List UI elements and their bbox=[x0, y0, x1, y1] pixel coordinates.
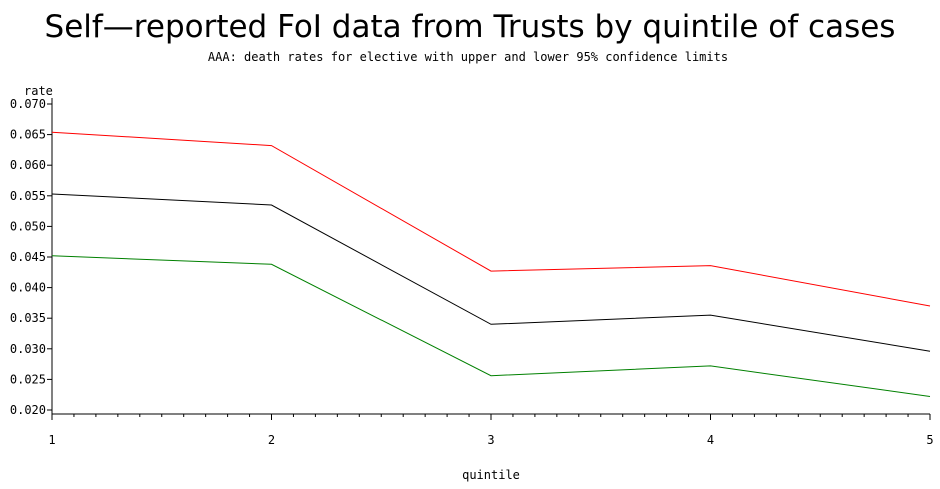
x-axis-label: quintile bbox=[462, 468, 520, 482]
y-tick-label: 0.070 bbox=[10, 97, 46, 111]
series-line bbox=[51, 131, 931, 307]
y-tick-label: 0.050 bbox=[10, 219, 46, 233]
x-tick-label: 1 bbox=[48, 433, 55, 447]
y-tick-label: 0.025 bbox=[10, 372, 46, 386]
x-tick-label: 4 bbox=[707, 433, 714, 447]
series-line bbox=[51, 193, 931, 352]
axes bbox=[51, 98, 930, 415]
y-tick-label: 0.030 bbox=[10, 342, 46, 356]
y-tick-label: 0.035 bbox=[10, 311, 46, 325]
x-tick-label: 3 bbox=[487, 433, 494, 447]
y-axis-ticks: 0.020 0.025 0.030 0.035 0.040 0.045 0.050 0.055… bbox=[10, 97, 52, 417]
y-tick-label: 0.045 bbox=[10, 250, 46, 264]
x-tick-label: 5 bbox=[926, 433, 933, 447]
x-axis-ticks: 1 2 3 4 5 bbox=[48, 414, 934, 447]
x-tick-label: 2 bbox=[268, 433, 275, 447]
y-tick-label: 0.065 bbox=[10, 128, 46, 142]
series-line bbox=[51, 255, 931, 397]
y-tick-label: 0.055 bbox=[10, 189, 46, 203]
series-lines bbox=[51, 131, 931, 397]
chart-subtitle: AAA: death rates for elective with upper… bbox=[208, 50, 728, 64]
y-tick-label: 0.040 bbox=[10, 281, 46, 295]
y-tick-label: 0.020 bbox=[10, 403, 46, 417]
chart-title: Self—reported FoI data from Trusts by qu… bbox=[45, 9, 896, 45]
y-axis-label: rate bbox=[24, 84, 53, 98]
y-tick-label: 0.060 bbox=[10, 158, 46, 172]
